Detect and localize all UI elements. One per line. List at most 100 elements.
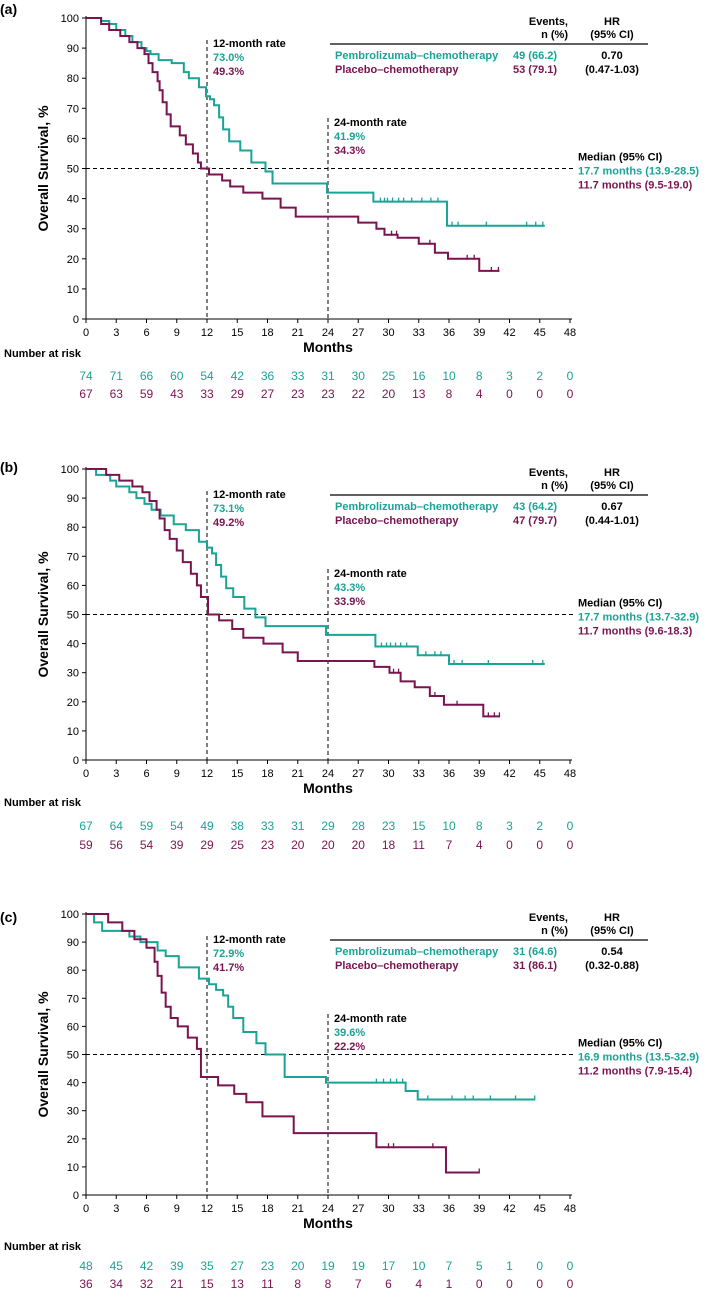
at-risk-pembro: 59: [140, 819, 154, 833]
x-tick-label: 48: [564, 1203, 576, 1215]
x-tick-label: 6: [143, 327, 149, 339]
hr-value: 0.70: [601, 50, 622, 62]
events-placebo: 53 (79.1): [513, 64, 557, 76]
events-placebo: 31 (86.1): [513, 960, 557, 972]
at-risk-placebo: 43: [170, 387, 184, 401]
x-tick-label: 18: [261, 768, 273, 780]
y-tick-label: 10: [67, 726, 79, 738]
x-tick-label: 33: [413, 327, 425, 339]
at-risk-pembro: 1: [506, 1259, 513, 1273]
events-header: n (%): [541, 925, 568, 937]
rate12-label: 12-month rate: [213, 934, 286, 946]
legend-placebo: Placebo–chemotherapy: [335, 515, 459, 527]
y-tick-label: 40: [67, 194, 79, 206]
median-header: Median (95% CI): [578, 598, 663, 610]
rate24-pembro: 39.6%: [334, 1027, 365, 1039]
x-tick-label: 15: [231, 327, 243, 339]
x-tick-label: 21: [292, 327, 304, 339]
at-risk-pembro: 36: [261, 369, 275, 383]
at-risk-placebo: 27: [261, 387, 275, 401]
y-tick-label: 50: [67, 610, 79, 622]
x-tick-label: 0: [83, 768, 89, 780]
at-risk-placebo: 0: [506, 838, 513, 852]
x-tick-label: 48: [564, 768, 576, 780]
at-risk-pembro: 54: [170, 819, 184, 833]
y-tick-label: 70: [67, 551, 79, 563]
rate24-label: 24-month rate: [334, 1013, 407, 1025]
at-risk-placebo: 0: [506, 387, 513, 401]
x-tick-label: 24: [322, 327, 334, 339]
x-tick-label: 36: [443, 768, 455, 780]
at-risk-pembro: 48: [79, 1259, 93, 1273]
placebo-survival-curve: [86, 468, 500, 718]
x-tick-label: 42: [503, 768, 515, 780]
events-header: Events,: [529, 467, 568, 479]
hr-ci: (0.44-1.01): [585, 515, 639, 527]
x-tick-label: 30: [382, 1203, 394, 1215]
at-risk-placebo: 0: [536, 1277, 543, 1291]
at-risk-pembro: 38: [231, 819, 245, 833]
at-risk-pembro: 35: [200, 1259, 214, 1273]
at-risk-pembro: 33: [291, 369, 305, 383]
at-risk-pembro: 39: [170, 1259, 184, 1273]
at-risk-placebo: 23: [291, 387, 305, 401]
at-risk-placebo: 67: [79, 387, 93, 401]
at-risk-placebo: 21: [170, 1277, 184, 1291]
at-risk-placebo: 15: [200, 1277, 214, 1291]
y-tick-label: 80: [67, 73, 79, 85]
at-risk-pembro: 3: [506, 369, 513, 383]
at-risk-placebo: 0: [567, 1277, 574, 1291]
x-tick-label: 18: [261, 1203, 273, 1215]
at-risk-pembro: 67: [79, 819, 93, 833]
x-tick-label: 3: [113, 327, 119, 339]
x-tick-label: 12: [201, 1203, 213, 1215]
x-tick-label: 36: [443, 1203, 455, 1215]
y-tick-label: 30: [67, 1106, 79, 1118]
at-risk-placebo: 54: [140, 838, 154, 852]
rate12-placebo: 49.2%: [213, 517, 244, 529]
at-risk-placebo: 4: [415, 1277, 422, 1291]
x-tick-label: 24: [322, 768, 334, 780]
at-risk-pembro: 23: [382, 819, 396, 833]
rate24-label: 24-month rate: [334, 117, 407, 129]
rate24-placebo: 33.9%: [334, 596, 365, 608]
x-tick-label: 45: [534, 327, 546, 339]
at-risk-placebo: 22: [352, 387, 366, 401]
at-risk-placebo: 8: [294, 1277, 301, 1291]
x-axis-label: Months: [303, 339, 353, 355]
at-risk-pembro: 0: [536, 1259, 543, 1273]
at-risk-pembro: 23: [261, 1259, 275, 1273]
at-risk-placebo: 7: [446, 838, 453, 852]
at-risk-pembro: 31: [321, 369, 335, 383]
rate12-pembro: 73.0%: [213, 52, 244, 64]
y-axis-label: Overall Survival, %: [35, 991, 51, 1118]
legend-pembro: Pembrolizumab–chemotherapy: [335, 50, 499, 62]
y-axis-label: Overall Survival, %: [35, 551, 51, 678]
at-risk-pembro: 45: [110, 1259, 124, 1273]
at-risk-pembro: 29: [321, 819, 335, 833]
y-tick-label: 100: [61, 13, 79, 25]
y-tick-label: 0: [73, 1190, 79, 1202]
number-at-risk-label: Number at risk: [4, 1241, 82, 1253]
at-risk-pembro: 8: [476, 819, 483, 833]
at-risk-placebo: 4: [476, 387, 483, 401]
x-tick-label: 27: [352, 1203, 364, 1215]
x-tick-label: 33: [413, 768, 425, 780]
median-pembro: 16.9 months (13.5-32.9): [578, 1052, 699, 1064]
rate24-pembro: 43.3%: [334, 582, 365, 594]
y-tick-label: 100: [61, 909, 79, 921]
x-tick-label: 21: [292, 1203, 304, 1215]
at-risk-pembro: 25: [382, 369, 396, 383]
x-tick-label: 15: [231, 1203, 243, 1215]
at-risk-pembro: 15: [412, 819, 426, 833]
median-placebo: 11.2 months (7.9-15.4): [578, 1066, 693, 1078]
x-axis-label: Months: [303, 780, 353, 796]
events-pembro: 43 (64.2): [513, 501, 557, 513]
legend-placebo: Placebo–chemotherapy: [335, 960, 459, 972]
at-risk-placebo: 20: [382, 387, 396, 401]
at-risk-placebo: 59: [79, 838, 93, 852]
at-risk-pembro: 0: [567, 819, 574, 833]
y-tick-label: 90: [67, 493, 79, 505]
median-header: Median (95% CI): [578, 152, 663, 164]
